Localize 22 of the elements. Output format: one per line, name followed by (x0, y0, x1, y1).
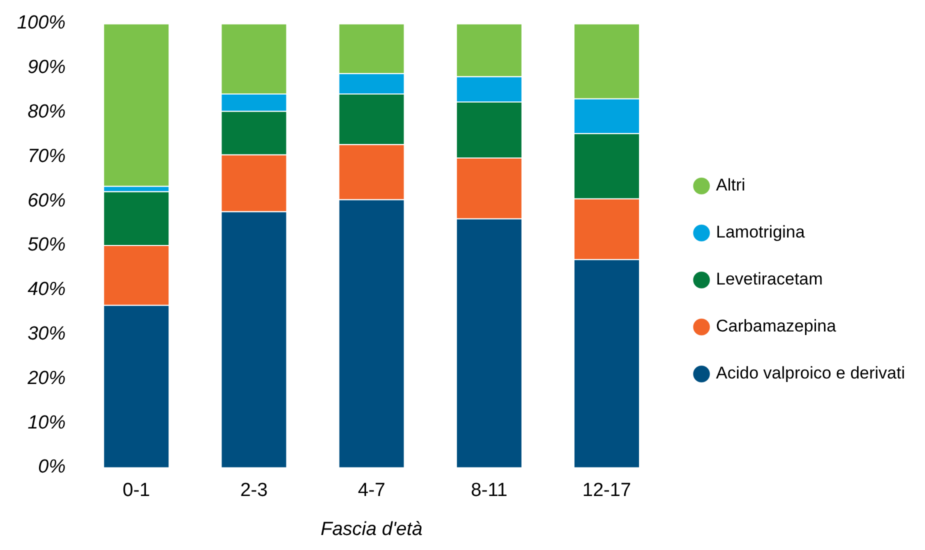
y-tick-label: 100% (16, 12, 66, 34)
y-tick-label: 70% (28, 146, 66, 167)
legend-label: Levetiracetam (716, 270, 823, 289)
y-tick-label: 60% (28, 190, 66, 212)
y-tick-label: 50% (28, 234, 66, 256)
legend-label: Carbamazepina (716, 316, 837, 336)
y-tick-label: 10% (28, 412, 66, 434)
y-tick-label: 20% (26, 368, 66, 389)
x-tick-label: 0-1 (122, 480, 150, 502)
legend-label: Lamotrigina (716, 222, 806, 242)
y-tick-label: 30% (28, 323, 66, 344)
x-axis-title: Fascia d'età (320, 518, 422, 540)
x-tick-label: 2-3 (240, 480, 268, 502)
legend-label: Altri (716, 176, 746, 195)
x-tick-label: 8-11 (470, 480, 508, 502)
legend-label: Acido valproico e derivati (716, 364, 905, 383)
y-tick-label: 40% (28, 279, 66, 300)
y-tick-label: 0% (38, 456, 66, 478)
y-tick-label: 90% (28, 57, 66, 78)
x-tick-label: 4-7 (358, 480, 386, 502)
x-tick-label: 12-17 (582, 480, 632, 502)
y-tick-label: 80% (28, 101, 66, 122)
